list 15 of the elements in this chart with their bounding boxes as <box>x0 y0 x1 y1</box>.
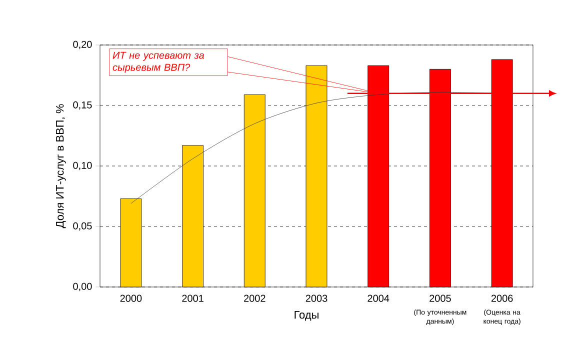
y-tick-label: 0,20 <box>73 40 92 50</box>
ref-line-label: ИТ не успевают за сырьевым ВВП? <box>112 52 204 73</box>
x-axis-title: Годы <box>294 311 318 321</box>
y-axis-title: Доля ИТ-услуг в ВВП, % <box>56 104 66 228</box>
y-tick-label: 0,15 <box>73 101 92 110</box>
x-tick-label: 2001 <box>182 294 204 302</box>
x-tick-label: 2004 <box>368 294 390 302</box>
y-tick-label: 0,05 <box>73 222 92 231</box>
x-tick-label: 2005 <box>430 294 451 302</box>
y-tick-label: 0,10 <box>73 162 92 170</box>
x-tick-label: 2002 <box>244 294 266 302</box>
x-tick-label: 2000 <box>120 294 142 302</box>
y-tick-label: 0,00 <box>73 282 92 292</box>
x-tick-label: 2006 <box>491 294 513 302</box>
x-tick-label: 2003 <box>306 294 328 302</box>
